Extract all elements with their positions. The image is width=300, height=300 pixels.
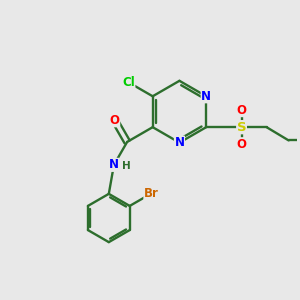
Text: O: O [237,103,247,117]
Text: Cl: Cl [122,76,135,89]
Text: N: N [174,136,184,149]
Text: H: H [122,161,131,171]
Text: N: N [109,158,119,171]
Text: Br: Br [144,187,159,200]
Text: N: N [201,90,211,103]
Text: O: O [110,114,120,127]
Text: O: O [237,138,247,151]
Text: S: S [237,121,246,134]
